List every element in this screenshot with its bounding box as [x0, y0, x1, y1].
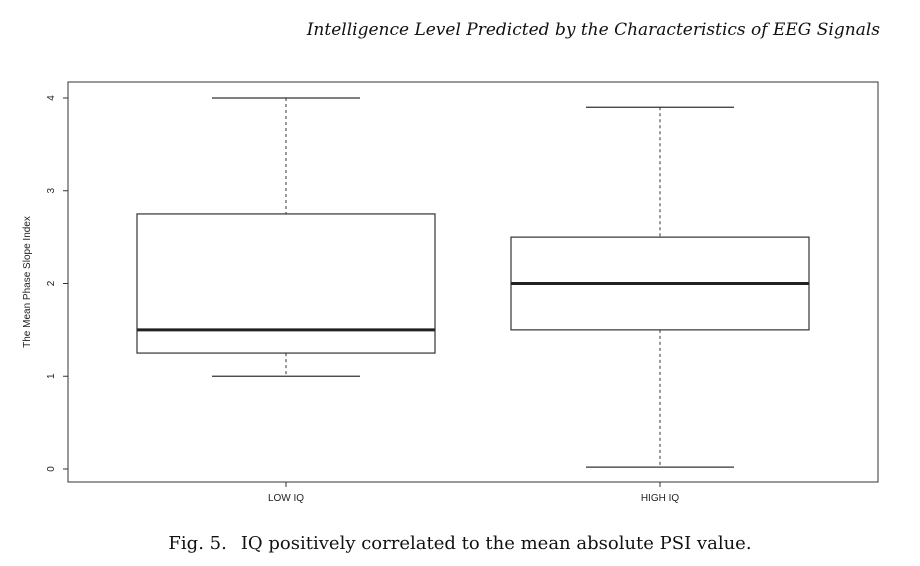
y-axis: 0 1 2 3 4: [46, 95, 68, 472]
caption-text: IQ positively correlated to the mean abs…: [240, 533, 752, 554]
box-low-iq: [136, 97, 436, 377]
box-group: [136, 97, 810, 468]
iqr-box: [136, 213, 436, 354]
y-tick-label: 0: [46, 466, 57, 472]
x-axis: LOW IQ HIGH IQ: [268, 482, 679, 504]
x-tick-label: HIGH IQ: [641, 493, 680, 504]
box-high-iq: [510, 106, 810, 468]
running-header: Intelligence Level Predicted by the Char…: [306, 20, 880, 40]
y-tick-label: 2: [46, 280, 57, 286]
figure-caption: Fig. 5. IQ positively correlated to the m…: [0, 533, 920, 554]
y-tick-label: 3: [46, 188, 57, 194]
y-tick-label: 4: [46, 95, 57, 101]
y-axis-label: The Mean Phase Slope Index: [22, 216, 33, 348]
plot-frame: [67, 81, 879, 483]
box-plot-chart: 0 1 2 3 4 LOW IQ HIGH IQ The Mean Phase Slope…: [22, 81, 879, 504]
y-tick-label: 1: [46, 373, 57, 379]
x-tick-label: LOW IQ: [268, 493, 304, 504]
caption-label: Fig. 5.: [168, 533, 227, 554]
